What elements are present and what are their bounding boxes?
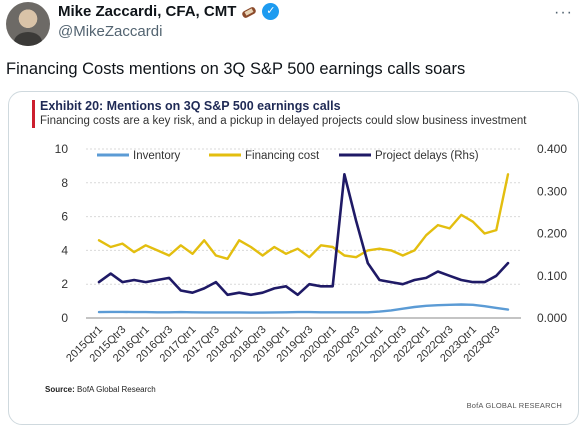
y-tick-label: 6 — [61, 210, 68, 224]
series-line-financing-cost — [97, 173, 510, 261]
source-prefix: Source: — [45, 385, 75, 394]
name-row: Mike Zaccardi, CFA, CMT ✓ — [58, 3, 280, 20]
axis-layer: 02468100.0000.1000.2000.3000.4002015Qtr1… — [55, 142, 568, 365]
chart-plot: 02468100.0000.1000.2000.3000.4002015Qtr1… — [55, 142, 568, 365]
y2-tick-label: 0.000 — [537, 311, 567, 325]
y2-tick-label: 0.300 — [537, 184, 567, 198]
legend-label: Project delays (Rhs) — [375, 150, 479, 162]
author-handle[interactable]: @MikeZaccardi — [58, 23, 163, 40]
source-text: BofA Global Research — [77, 385, 156, 394]
legend-label: Inventory — [133, 150, 181, 162]
chart-title: Exhibit 20: Mentions on 3Q S&P 500 earni… — [40, 99, 341, 113]
scroll-emoji-icon — [241, 5, 257, 19]
y-tick-label: 2 — [61, 277, 68, 291]
y-tick-label: 4 — [61, 243, 68, 257]
avatar[interactable] — [6, 2, 50, 46]
y2-tick-label: 0.200 — [537, 227, 567, 241]
y-tick-label: 8 — [61, 176, 68, 190]
media-card[interactable]: Exhibit 20: Mentions on 3Q S&P 500 earni… — [8, 91, 579, 425]
source-label: Source: BofA Global Research — [45, 385, 156, 394]
grid-layer — [86, 148, 521, 319]
author-name[interactable]: Mike Zaccardi, CFA, CMT — [58, 3, 237, 20]
y2-tick-label: 0.400 — [537, 142, 567, 156]
verified-icon[interactable]: ✓ — [262, 3, 280, 20]
tweet-header: Mike Zaccardi, CFA, CMT ✓ @MikeZaccardi … — [0, 0, 587, 52]
chart-subtitle: Financing costs are a key risk, and a pi… — [40, 115, 527, 127]
series-layer — [97, 173, 510, 314]
legend-layer: Inventory Financing cost Project delays (R… — [97, 150, 479, 162]
y-tick-label: 10 — [55, 142, 69, 156]
more-icon[interactable]: ··· — [554, 4, 573, 21]
y-tick-label: 0 — [61, 311, 68, 325]
legend-label: Financing cost — [245, 150, 320, 162]
tweet-text: Financing Costs mentions on 3Q S&P 500 e… — [6, 60, 466, 78]
y2-tick-label: 0.100 — [537, 269, 567, 283]
series-line-inventory — [97, 303, 510, 314]
exhibit-accent-bar — [32, 100, 35, 128]
brand-label: BofA GLOBAL RESEARCH — [466, 401, 562, 410]
series-line-project-delays-rhs — [97, 173, 510, 297]
